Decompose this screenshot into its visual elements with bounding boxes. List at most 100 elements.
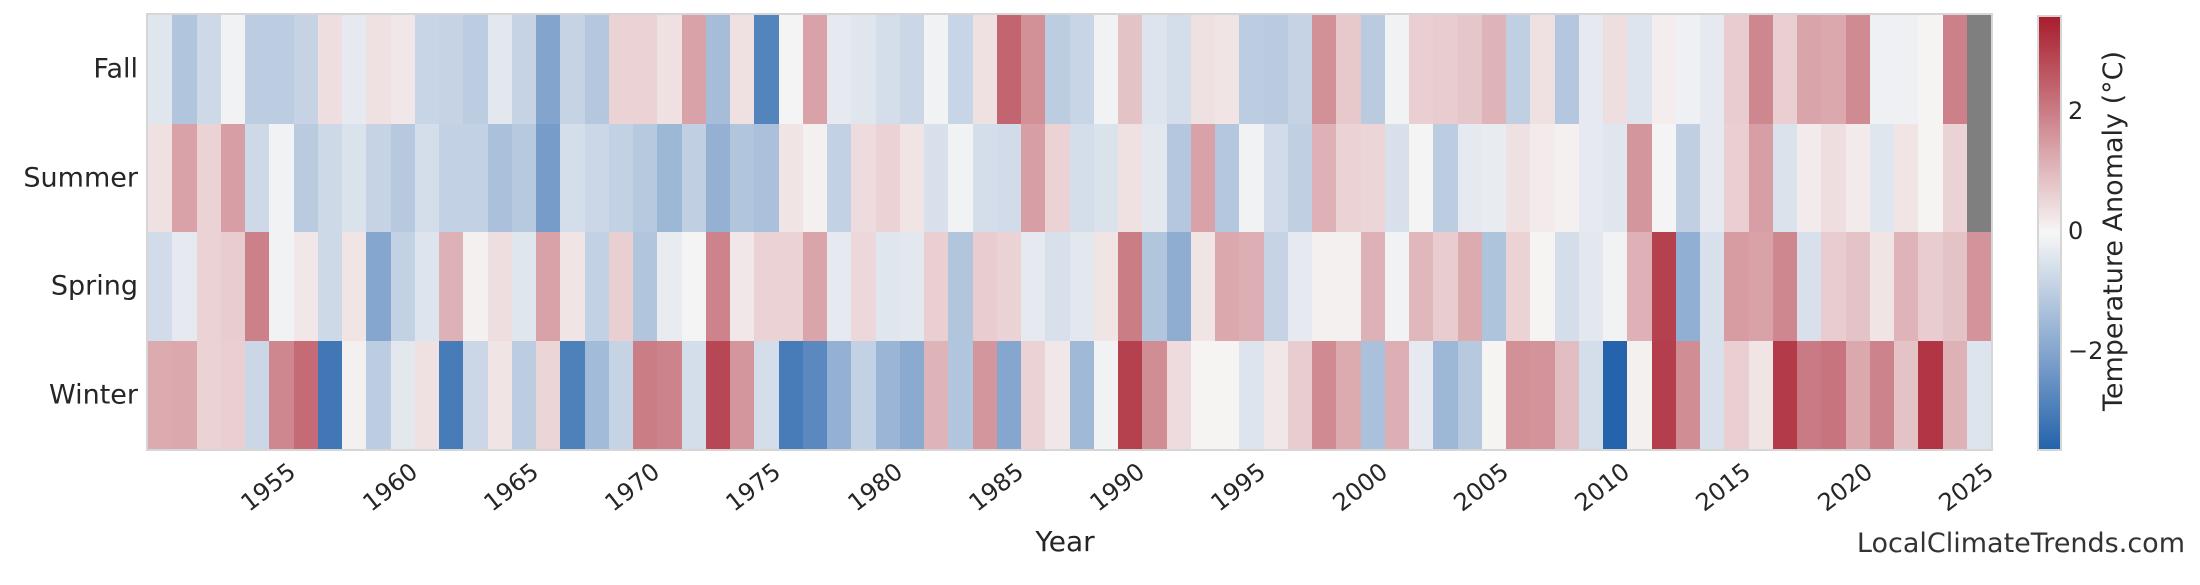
x-tick-label: 1985 <box>963 457 1029 518</box>
heatmap-cell <box>705 232 730 341</box>
heatmap-cell <box>1530 15 1555 124</box>
heatmap-cell <box>293 15 318 124</box>
heatmap-cell <box>1845 232 1870 341</box>
heatmap-cell <box>1821 15 1846 124</box>
heatmap-cell <box>1530 123 1555 232</box>
heatmap-cell <box>899 123 924 232</box>
heatmap-cell <box>1336 123 1361 232</box>
heatmap-cell <box>220 123 245 232</box>
heatmap-cell <box>1506 340 1531 449</box>
heatmap-cell <box>730 15 755 124</box>
heatmap-cell <box>1069 15 1094 124</box>
heatmap-cell <box>1724 340 1749 449</box>
heatmap-cell <box>1142 232 1167 341</box>
heatmap-cell <box>1506 15 1531 124</box>
heatmap-cell <box>1287 340 1312 449</box>
heatmap-cell <box>1457 123 1482 232</box>
heatmap-cell <box>1409 232 1434 341</box>
heatmap-cell <box>414 123 439 232</box>
heatmap-cell <box>1603 15 1628 124</box>
heatmap-cell <box>366 232 391 341</box>
heatmap-cell <box>924 340 949 449</box>
heatmap-cell <box>511 232 536 341</box>
heatmap-cell <box>1190 232 1215 341</box>
heatmap-cell <box>1748 15 1773 124</box>
heatmap-cell <box>1287 123 1312 232</box>
heatmap-cell <box>948 232 973 341</box>
heatmap-cell <box>802 15 827 124</box>
heatmap-cell <box>148 232 173 341</box>
heatmap-cell <box>1724 123 1749 232</box>
heatmap-cell <box>1578 123 1603 232</box>
heatmap-cell <box>148 340 173 449</box>
heatmap-cell <box>1724 232 1749 341</box>
heatmap-cell <box>1481 232 1506 341</box>
heatmap-cell <box>1894 123 1919 232</box>
heatmap-cell <box>342 123 367 232</box>
heatmap-cell <box>1578 15 1603 124</box>
heatmap-cell <box>705 340 730 449</box>
heatmap-cell <box>1772 340 1797 449</box>
watermark-text: LocalClimateTrends.com <box>1856 528 2185 559</box>
heatmap-cell <box>608 123 633 232</box>
heatmap-cell <box>463 15 488 124</box>
heatmap-cell <box>730 232 755 341</box>
heatmap-cell <box>1675 123 1700 232</box>
heatmap-cell <box>1578 232 1603 341</box>
x-tick-label: 2015 <box>1691 457 1757 518</box>
heatmap-cell <box>1021 232 1046 341</box>
heatmap-plot-area <box>146 13 1993 451</box>
heatmap-cell <box>1942 123 1967 232</box>
heatmap-cell <box>1627 340 1652 449</box>
heatmap-cell <box>608 15 633 124</box>
y-axis-label-winter: Winter <box>48 379 138 411</box>
heatmap-cell <box>1966 232 1991 341</box>
heatmap-cell <box>1797 123 1822 232</box>
heatmap-cell <box>560 15 585 124</box>
heatmap-grid <box>148 15 1991 449</box>
heatmap-cell <box>657 340 682 449</box>
heatmap-cell <box>899 340 924 449</box>
heatmap-cell <box>1918 340 1943 449</box>
heatmap-cell <box>1845 340 1870 449</box>
heatmap-cell <box>1069 232 1094 341</box>
heatmap-cell <box>899 15 924 124</box>
heatmap-cell <box>1797 15 1822 124</box>
heatmap-cell <box>439 340 464 449</box>
heatmap-cell <box>1966 15 1991 124</box>
x-tick-label: 2025 <box>1933 457 1999 518</box>
x-tick-label: 2010 <box>1569 457 1636 518</box>
heatmap-cell <box>317 15 342 124</box>
heatmap-cell <box>390 15 415 124</box>
heatmap-cell <box>754 340 779 449</box>
heatmap-cell <box>1772 232 1797 341</box>
heatmap-cell <box>1627 232 1652 341</box>
heatmap-cell <box>511 340 536 449</box>
heatmap-cell <box>1966 340 1991 449</box>
heatmap-cell <box>1312 232 1337 341</box>
x-axis-title: Year <box>1035 525 1095 558</box>
heatmap-cell <box>1627 123 1652 232</box>
heatmap-cell <box>1287 232 1312 341</box>
heatmap-cell <box>1215 232 1240 341</box>
heatmap-cell <box>269 340 294 449</box>
heatmap-cell <box>172 340 197 449</box>
heatmap-cell <box>390 340 415 449</box>
heatmap-cell <box>1772 123 1797 232</box>
heatmap-cell <box>1942 15 1967 124</box>
heatmap-cell <box>705 15 730 124</box>
heatmap-cell <box>1821 232 1846 341</box>
heatmap-cell <box>1409 340 1434 449</box>
heatmap-cell <box>681 123 706 232</box>
heatmap-cell <box>317 123 342 232</box>
heatmap-cell <box>1384 15 1409 124</box>
heatmap-cell <box>1481 15 1506 124</box>
heatmap-cell <box>196 340 221 449</box>
heatmap-cell <box>1675 15 1700 124</box>
heatmap-cell <box>1894 232 1919 341</box>
heatmap-cell <box>245 123 270 232</box>
heatmap-cell <box>1021 340 1046 449</box>
heatmap-cell <box>1045 15 1070 124</box>
x-tick-label: 1970 <box>599 457 666 518</box>
